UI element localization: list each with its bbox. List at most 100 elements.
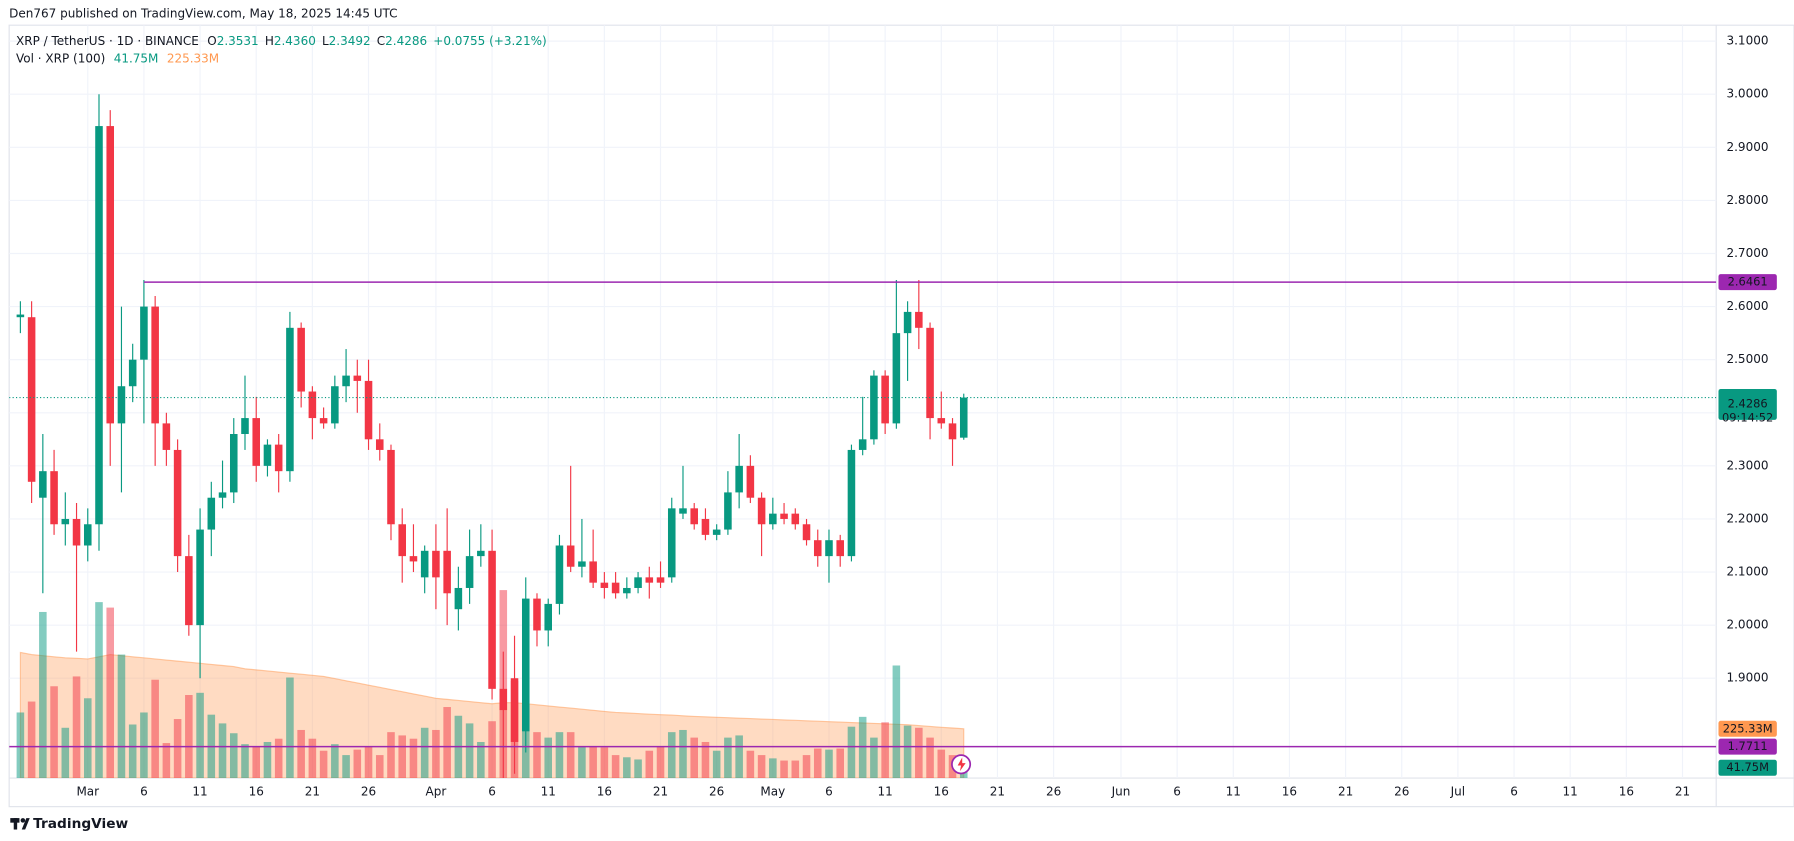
x-tick-label: 26 <box>1046 784 1061 798</box>
frame <box>8 24 1794 808</box>
candle-body <box>375 439 384 450</box>
candle-body <box>656 577 665 583</box>
x-tick-label: 16 <box>249 784 264 798</box>
candle-body <box>780 513 788 519</box>
volume-tag-bg <box>1718 759 1777 776</box>
volume-bar <box>836 748 844 779</box>
volume-bar <box>353 749 362 779</box>
volume-bar <box>746 750 755 779</box>
candle-body <box>836 540 844 557</box>
candle-body <box>128 359 137 387</box>
volume-bar <box>420 727 429 779</box>
volume-bar <box>297 729 305 779</box>
volume-bar <box>375 755 384 779</box>
o-label: O <box>207 34 216 48</box>
candle-body <box>342 375 350 387</box>
candle-body <box>432 550 440 578</box>
y-tick-label: 2.1000 <box>1726 565 1768 579</box>
candle-body <box>252 418 261 466</box>
x-tick-label: 21 <box>990 784 1005 798</box>
level-tag: 1.7711 <box>1728 739 1768 753</box>
x-tick-label: 26 <box>1394 784 1409 798</box>
candle-body <box>387 449 395 525</box>
candle-body <box>151 306 159 424</box>
volume-bar <box>229 733 238 779</box>
candle-body <box>409 556 418 562</box>
candle-body <box>173 449 182 557</box>
volume-bar <box>903 725 912 779</box>
candle-body <box>83 524 92 546</box>
candle-body <box>364 380 373 440</box>
candle-body <box>398 524 406 557</box>
x-tick-label: 21 <box>1338 784 1353 798</box>
volume-bar <box>813 748 822 779</box>
y-tick-label: 2.9000 <box>1726 140 1768 154</box>
candle-body <box>611 582 620 594</box>
candle-body <box>937 418 946 424</box>
candle-body <box>27 317 36 482</box>
h-label: H <box>265 34 274 48</box>
x-tick-label: 11 <box>1226 784 1241 798</box>
candle-body <box>623 587 631 594</box>
volume-bar <box>589 746 597 779</box>
x-tick-label: 16 <box>1619 784 1634 798</box>
volume-bar <box>757 755 766 779</box>
candle-body <box>499 688 508 711</box>
last-price-tag: 2.4286 <box>1728 396 1768 410</box>
candle-body <box>724 492 732 530</box>
candle-body <box>926 327 934 419</box>
candle-body <box>757 497 766 525</box>
candle-body <box>241 418 249 435</box>
volume-bar <box>319 750 328 779</box>
candle-body <box>555 545 564 604</box>
x-tick-label: 26 <box>361 784 376 798</box>
y-tick-label: 3.1000 <box>1726 34 1768 48</box>
candle-body <box>679 508 687 514</box>
candle-body <box>667 508 676 578</box>
volume-bar <box>667 732 676 779</box>
volume-bar <box>61 727 70 779</box>
candle-body <box>297 327 305 392</box>
candle-body <box>791 513 800 525</box>
y-tick-label: 2.2000 <box>1726 511 1768 525</box>
candle-body <box>589 561 597 583</box>
candle-body <box>72 518 81 546</box>
volume-bar <box>106 607 115 779</box>
volume-bar <box>83 698 92 779</box>
x-tick-label: 16 <box>597 784 612 798</box>
legend: XRP / TetherUS · 1D · BINANCE O2.3531 H2… <box>16 34 547 48</box>
volume-bar <box>847 726 856 779</box>
level-tag: 2.6461 <box>1728 275 1768 289</box>
y-tick-label: 2.5000 <box>1726 352 1768 366</box>
candle-body <box>218 492 227 498</box>
x-tick-label: May <box>760 784 785 798</box>
volume-bar <box>95 602 103 779</box>
l-value: 2.3492 <box>329 34 371 48</box>
x-tick-label: 21 <box>653 784 668 798</box>
volume-bar <box>263 741 272 779</box>
x-tick-label: 6 <box>488 784 496 798</box>
volume-bar <box>690 737 698 779</box>
candle-body <box>566 545 575 567</box>
volume-bar <box>218 723 227 779</box>
candle-body <box>420 550 429 578</box>
volume-bar <box>16 712 25 779</box>
volume-value: 41.75M <box>114 51 159 65</box>
volume-ma-value: 225.33M <box>167 51 219 65</box>
candle-body <box>948 423 957 440</box>
level-tag-bg <box>1718 738 1777 755</box>
candle-body <box>870 375 878 440</box>
candle-body <box>544 603 552 631</box>
volume-bar <box>656 746 665 779</box>
candle-body <box>521 598 530 732</box>
candle-body <box>645 577 654 583</box>
volume-bar <box>780 760 788 779</box>
volume-bar <box>533 732 541 779</box>
volume-bar <box>735 735 743 779</box>
candle-body <box>769 513 777 525</box>
x-tick-label: 11 <box>1563 784 1578 798</box>
volume-bar <box>241 744 249 779</box>
volume-bar <box>196 692 204 779</box>
